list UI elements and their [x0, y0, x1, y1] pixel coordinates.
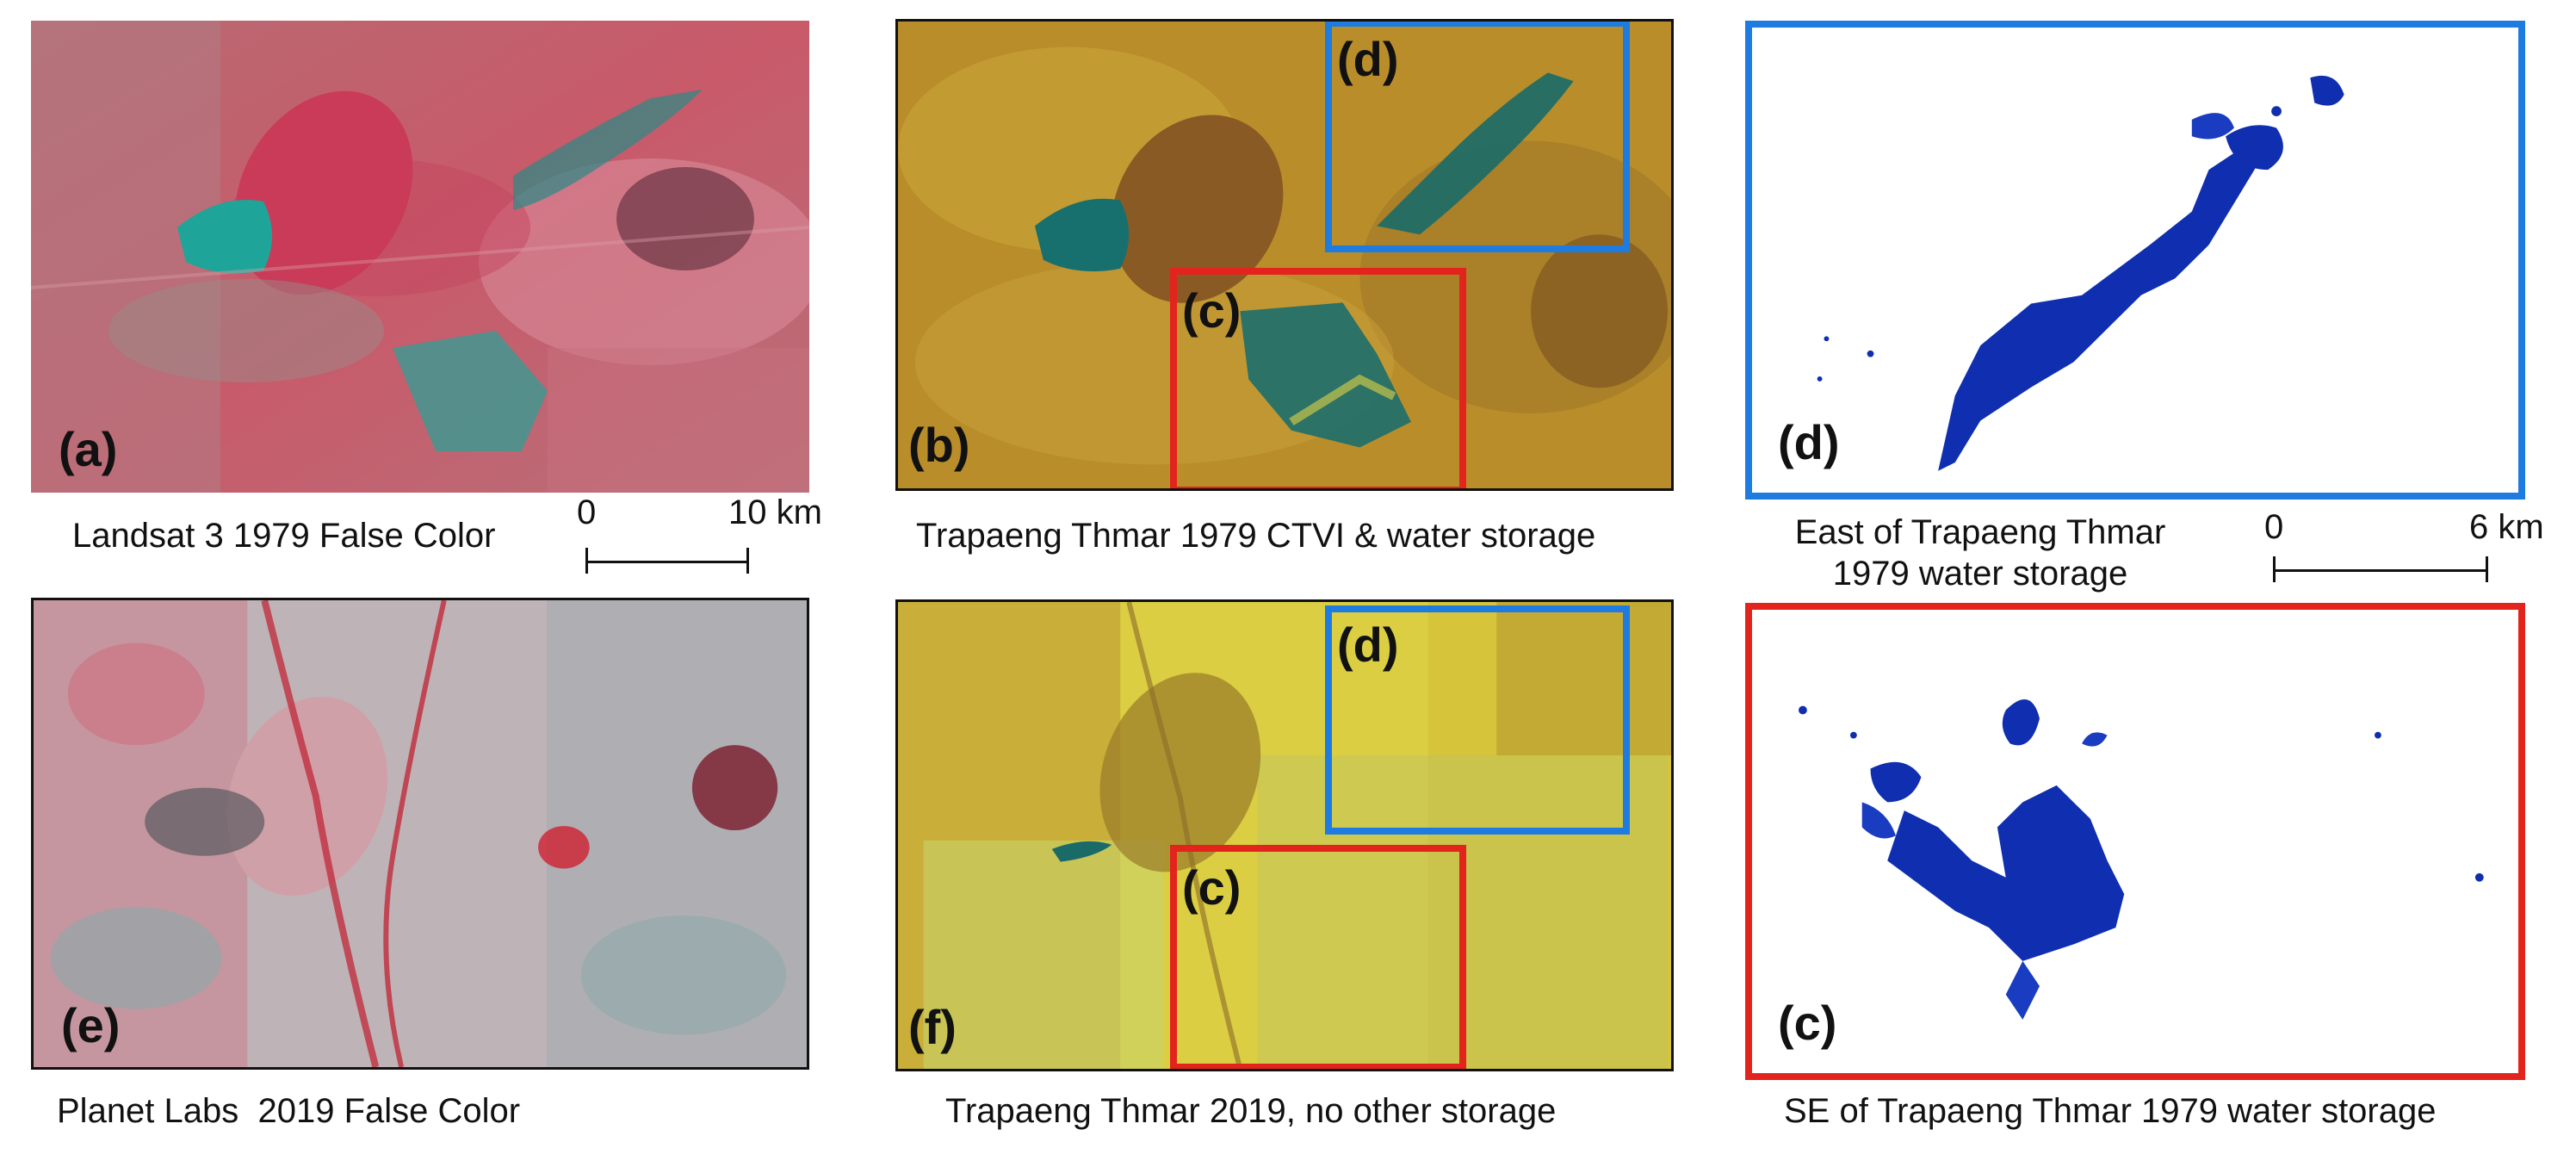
panel-c-se-water-map: (c)	[1745, 603, 2525, 1080]
panel-f-inset-d-label: (d)	[1337, 618, 1399, 672]
panel-f-inset-c: (c)	[1170, 845, 1466, 1069]
panel-b-inset-c-label: (c)	[1182, 283, 1242, 338]
landsat-1979-image	[31, 21, 809, 493]
panel-d-caption-line2: 1979 water storage	[1832, 555, 2128, 593]
scalebar-left-end: 10 km	[728, 493, 822, 531]
scalebar-left	[585, 548, 749, 574]
panel-a-label: (a)	[59, 422, 118, 476]
scalebar-right-start: 0	[2264, 508, 2284, 546]
panel-d-label: (d)	[1778, 415, 1840, 469]
panel-d-east-water-map: (d)	[1745, 21, 2525, 500]
panel-b-inset-d: (d)	[1325, 22, 1630, 252]
ctvi-1979-image	[898, 22, 1671, 488]
panel-c-caption: SE of Trapaeng Thmar 1979 water storage	[1784, 1092, 2437, 1130]
panel-a-caption: Landsat 3 1979 False Color	[72, 517, 496, 555]
panel-b-inset-d-label: (d)	[1337, 32, 1399, 86]
panel-a-landsat-1979: (a)	[31, 21, 809, 493]
panel-b-ctvi-1979: (d) (c) (b)	[895, 19, 1674, 491]
panel-b-caption: Trapaeng Thmar 1979 CTVI & water storage	[916, 517, 1596, 555]
scalebar-left-start: 0	[577, 493, 597, 531]
panel-f-inset-d: (d)	[1325, 605, 1630, 835]
ctvi-2019-image	[898, 602, 1671, 1069]
se-water-storage-map	[1799, 699, 2484, 1020]
planet-2019-image	[34, 600, 807, 1067]
scalebar-right	[2273, 556, 2488, 582]
panel-e-planet-2019: (e)	[31, 598, 809, 1070]
panel-f-inset-c-label: (c)	[1182, 860, 1242, 915]
panel-c-label: (c)	[1778, 996, 1837, 1050]
panel-b-inset-c: (c)	[1170, 268, 1466, 488]
east-water-storage-map	[1817, 75, 2344, 471]
scalebar-right-end: 6 km	[2469, 508, 2544, 546]
panel-e-label: (e)	[61, 998, 121, 1052]
panel-f-ctvi-2019: (d) (c) (f)	[895, 599, 1674, 1071]
panel-b-label: (b)	[908, 418, 970, 472]
panel-f-label: (f)	[908, 1000, 957, 1054]
panel-d-caption-line1: East of Trapaeng Thmar	[1794, 513, 2166, 551]
panel-d-caption: East of Trapaeng Thmar 1979 water storag…	[1756, 512, 2204, 594]
panel-f-caption: Trapaeng Thmar 2019, no other storage	[945, 1092, 1557, 1130]
panel-e-caption: Planet Labs 2019 False Color	[57, 1092, 521, 1130]
